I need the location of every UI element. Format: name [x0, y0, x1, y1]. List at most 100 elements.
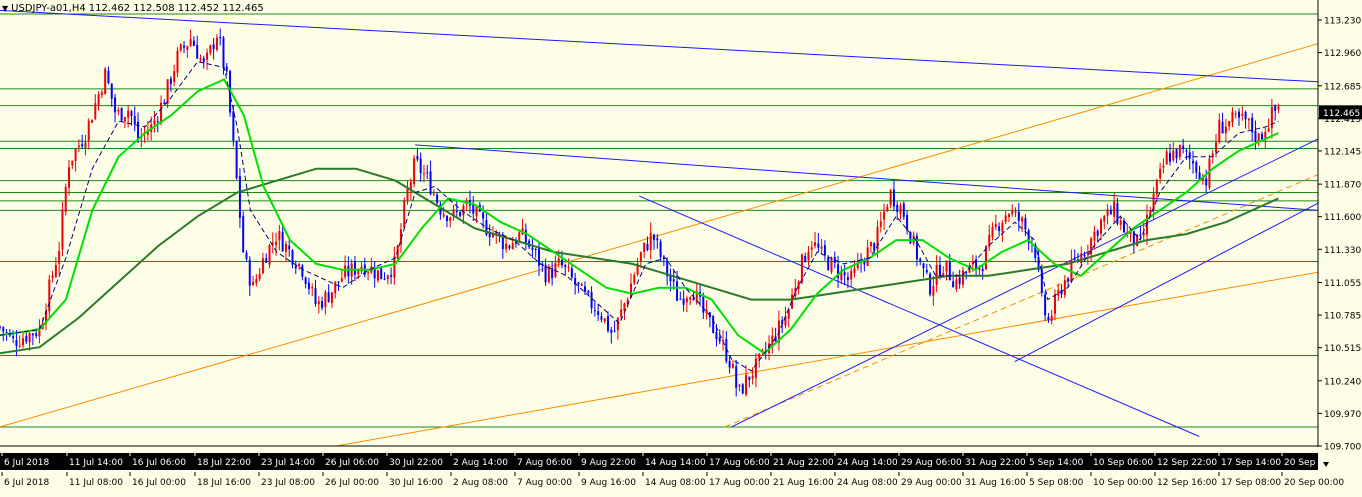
triangle-down-icon[interactable]: ▼ [2, 4, 9, 13]
candle-body [610, 329, 613, 333]
time-label-bottom: 17 Aug 00:00 [709, 478, 770, 488]
price-tick-label: 113.230 [1324, 17, 1361, 27]
candle-body [202, 58, 205, 62]
candle-body [666, 260, 669, 277]
time-label-bottom: 24 Aug 08:00 [837, 478, 898, 488]
time-label-top: 2 Aug 14:00 [453, 458, 508, 468]
candle-body [965, 271, 968, 273]
candle-body [863, 261, 866, 265]
candle-body [409, 181, 412, 191]
time-label-bottom: 18 Jul 16:00 [197, 478, 251, 488]
candle-body [1017, 211, 1020, 221]
candle-body [840, 270, 843, 281]
candle-body [1224, 126, 1227, 134]
time-label-top: 16 Jul 06:00 [132, 458, 186, 468]
candle-body [968, 265, 971, 273]
candle-body [278, 230, 281, 241]
candle-body [1040, 269, 1043, 293]
candle-body [495, 231, 498, 236]
candle-body [929, 273, 932, 295]
candle-body [554, 262, 557, 277]
candle-body [672, 279, 675, 282]
candle-body [830, 257, 833, 272]
time-label-top: 10 Sep 06:00 [1093, 458, 1153, 468]
candle-body [1106, 209, 1109, 216]
candle-body [380, 267, 383, 280]
candle-body [38, 327, 41, 337]
candle-body [1251, 117, 1254, 133]
candle-body [77, 145, 80, 148]
candle-body [659, 241, 662, 258]
candle-body [748, 376, 751, 380]
candle-body [715, 331, 718, 340]
candle-body [5, 332, 8, 334]
candle-body [298, 263, 301, 267]
candle-body [1024, 218, 1027, 230]
candle-body [1215, 142, 1218, 153]
time-label-bottom: 5 Sep 08:00 [1029, 478, 1084, 488]
time-label-bottom: 6 Jul 2018 [4, 478, 49, 488]
time-label-top: 30 Jul 22:00 [389, 458, 443, 468]
trend-line [639, 195, 1200, 437]
candle-body [1080, 253, 1083, 264]
time-label-bottom: 7 Aug 00:00 [517, 478, 572, 488]
candle-body [564, 264, 567, 267]
candle-body [242, 216, 245, 253]
candle-body [390, 275, 393, 277]
candle-body [28, 332, 31, 343]
candle-body [107, 70, 110, 84]
candle-body [396, 245, 399, 259]
candle-body [1113, 201, 1116, 217]
candle-body [212, 44, 215, 50]
candle-body [284, 244, 287, 252]
candle-body [827, 257, 830, 271]
candle-body [643, 242, 646, 252]
candle-body [551, 268, 554, 278]
ma-fast-line [0, 61, 1279, 372]
time-label-bottom: 2 Aug 08:00 [453, 478, 508, 488]
candle-body [800, 254, 803, 283]
candle-body [1122, 220, 1125, 233]
candle-body [449, 217, 452, 221]
candle-body [1149, 211, 1152, 217]
candle-body [883, 211, 886, 220]
candle-body [12, 336, 15, 338]
candle-body [1254, 130, 1257, 141]
candle-body [544, 264, 547, 283]
candle-body [31, 333, 34, 336]
candle-body [807, 251, 810, 261]
candle-body [1270, 106, 1273, 128]
candle-body [163, 102, 166, 104]
candle-body [35, 333, 38, 336]
candle-body [1093, 231, 1096, 241]
candle-body [1192, 160, 1195, 164]
candle-body [317, 301, 320, 305]
candle-body [784, 316, 787, 326]
candle-body [787, 309, 790, 319]
candle-body [91, 120, 94, 123]
candle-body [745, 375, 748, 395]
candle-body [87, 120, 90, 141]
candle-body [577, 282, 580, 285]
candle-body [705, 310, 708, 314]
horizontal-levels [0, 13, 1318, 428]
candle-body [1060, 290, 1063, 295]
ohlc-values: 112.462 112.508 112.452 112.465 [88, 3, 264, 14]
candle-body [1096, 230, 1099, 236]
candle-body [275, 241, 278, 246]
candle-body [15, 340, 18, 346]
price-tick-label: 112.145 [1324, 147, 1361, 157]
candle-body [422, 173, 425, 175]
candle-body [439, 204, 442, 215]
candle-body [1014, 211, 1017, 213]
candle-body [725, 338, 728, 362]
candle-body [961, 270, 964, 285]
time-label-top: 7 Aug 06:00 [517, 458, 572, 468]
time-label-bottom: 14 Aug 08:00 [645, 478, 706, 488]
channel-and-trend-lines [0, 9, 1319, 447]
candle-body [179, 44, 182, 51]
candle-body [1264, 131, 1267, 139]
candle-body [1057, 289, 1060, 296]
